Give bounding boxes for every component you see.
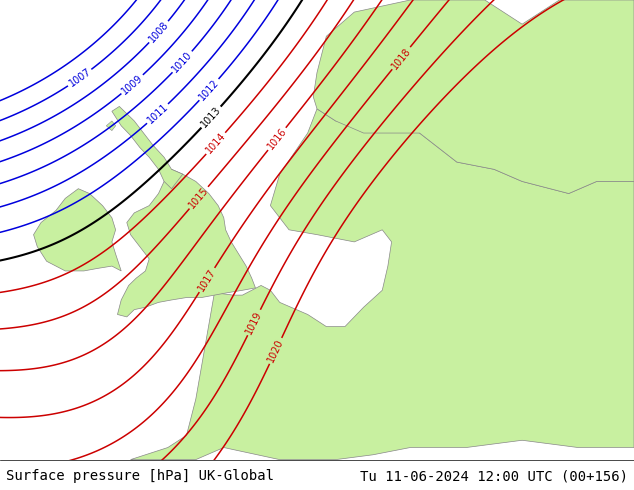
Text: Tu 11-06-2024 12:00 UTC (00+156): Tu 11-06-2024 12:00 UTC (00+156) (359, 469, 628, 483)
Polygon shape (107, 121, 115, 131)
Text: 1009: 1009 (120, 73, 145, 96)
Text: 1014: 1014 (204, 131, 228, 156)
Text: 1012: 1012 (197, 77, 221, 102)
Text: 1015: 1015 (187, 185, 210, 210)
Text: 1018: 1018 (390, 46, 413, 71)
Text: 1016: 1016 (266, 126, 288, 151)
Text: 1017: 1017 (196, 267, 218, 293)
Text: 1019: 1019 (244, 309, 264, 336)
Text: 1011: 1011 (145, 102, 170, 126)
Polygon shape (313, 0, 634, 194)
Text: 1010: 1010 (171, 49, 194, 74)
Text: 1007: 1007 (67, 67, 93, 89)
Text: 1008: 1008 (147, 20, 171, 45)
Polygon shape (131, 109, 634, 460)
Polygon shape (112, 106, 183, 189)
Polygon shape (117, 170, 256, 317)
Text: Surface pressure [hPa] UK-Global: Surface pressure [hPa] UK-Global (6, 469, 275, 483)
Polygon shape (34, 189, 121, 271)
Text: 1020: 1020 (266, 338, 285, 364)
Text: 1013: 1013 (199, 105, 223, 129)
